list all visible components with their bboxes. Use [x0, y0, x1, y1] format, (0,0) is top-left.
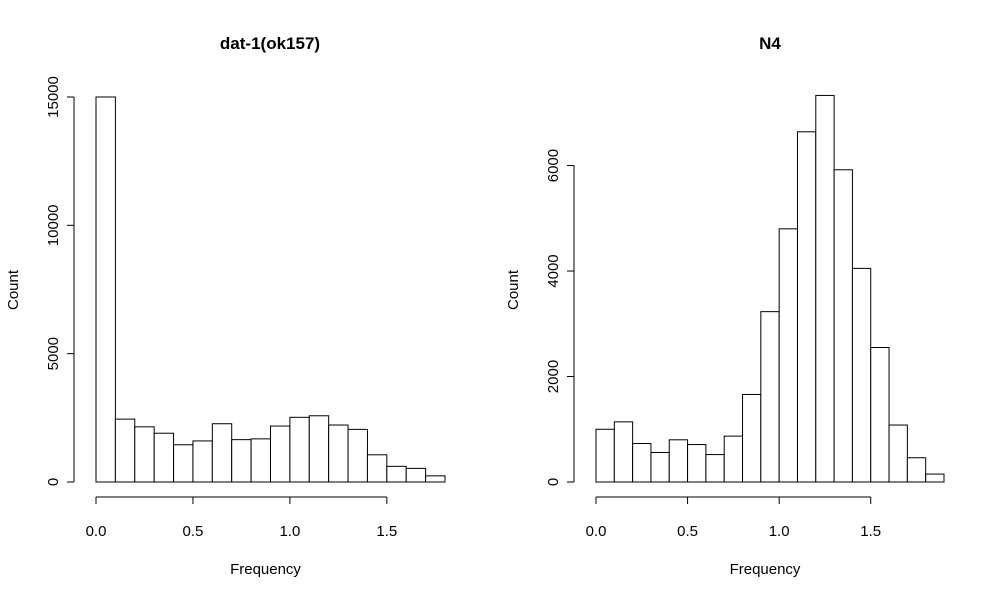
- y-tick-label: 5000: [45, 337, 62, 370]
- histogram-bar: [833, 169, 853, 483]
- histogram-bar: [386, 465, 407, 483]
- y-axis-label: Count: [5, 269, 22, 310]
- x-tick-label: 0.5: [183, 523, 204, 540]
- histogram-bar: [705, 454, 725, 483]
- y-tick-label: 4000: [545, 254, 562, 287]
- histogram-bar: [308, 415, 330, 483]
- x-axis-label: Frequency: [230, 561, 301, 578]
- histogram-bar: [211, 423, 233, 483]
- x-tick-label: 0.0: [586, 523, 607, 540]
- histogram-bar: [815, 94, 835, 483]
- y-axis-label: Count: [505, 269, 522, 310]
- histogram-bar: [95, 96, 116, 483]
- histogram-bar: [153, 432, 175, 483]
- histogram-bar: [760, 311, 780, 483]
- histogram-bar: [192, 440, 213, 483]
- x-tick-label: 1.0: [279, 523, 300, 540]
- histogram-bar: [114, 418, 136, 483]
- y-tick-label: 0: [45, 478, 62, 486]
- histogram-bar: [796, 131, 817, 483]
- histogram-bar: [173, 444, 194, 483]
- y-tick-label: 10000: [45, 204, 62, 246]
- histogram-bar: [742, 393, 762, 483]
- x-tick-label: 1.5: [376, 523, 397, 540]
- histogram-bar: [134, 426, 155, 483]
- x-tick-label: 0.5: [677, 523, 698, 540]
- x-axis-label: Frequency: [730, 561, 801, 578]
- histogram-bar: [250, 438, 271, 483]
- y-tick-label: 6000: [545, 149, 562, 182]
- x-tick-label: 1.0: [769, 523, 790, 540]
- histogram-bar: [851, 267, 872, 483]
- histogram-bar: [347, 428, 368, 483]
- histogram-bar: [906, 457, 927, 483]
- histogram-bar: [270, 425, 291, 483]
- chart-title: N4: [759, 34, 781, 53]
- histogram-bar: [870, 347, 890, 483]
- histogram-bar: [366, 454, 388, 483]
- histogram-bar: [723, 435, 744, 483]
- histogram-bar: [650, 451, 670, 483]
- histogram-bar: [888, 424, 908, 483]
- histogram-bar: [668, 439, 689, 483]
- histogram-bar: [231, 439, 252, 483]
- histogram-bar: [632, 443, 652, 483]
- histogram-bar: [425, 475, 446, 483]
- histogram-bar: [613, 421, 634, 483]
- y-tick-label: 2000: [545, 360, 562, 393]
- chart-title: dat-1(ok157): [220, 34, 320, 53]
- histogram-bar: [687, 444, 707, 483]
- histogram-bar: [328, 424, 349, 483]
- x-tick-label: 0.0: [86, 523, 107, 540]
- histogram-bar: [778, 228, 798, 483]
- y-tick-label: 0: [545, 478, 562, 486]
- histogram-bar: [595, 428, 615, 483]
- y-tick-label: 15000: [45, 76, 62, 118]
- histogram-bar: [925, 473, 945, 483]
- histogram-bar: [289, 416, 310, 483]
- histogram-bar: [405, 467, 427, 483]
- x-tick-label: 1.5: [860, 523, 881, 540]
